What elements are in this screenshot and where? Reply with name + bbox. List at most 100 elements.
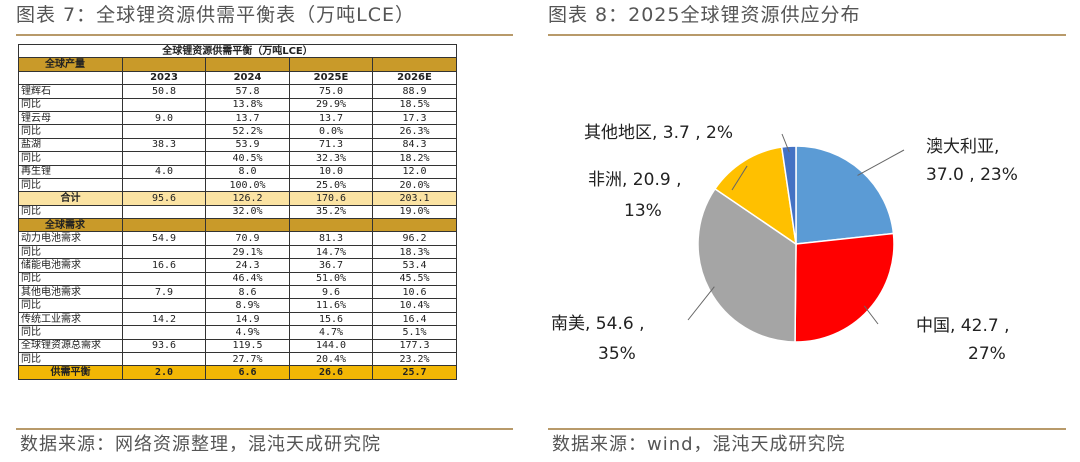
- value-cell: 75.0: [289, 84, 373, 99]
- row-label: 再生锂: [18, 164, 123, 179]
- yoy-label: 同比: [18, 271, 123, 287]
- yoy-cell: 51.0%: [289, 271, 373, 287]
- pie-label-3-2: 13%: [624, 201, 662, 221]
- year-header-2024: 2024: [205, 70, 290, 86]
- right-source-footer: 数据来源：wind，混沌天成研究院: [548, 428, 1066, 462]
- yoy-label: 同比: [18, 298, 123, 313]
- value-cell: 50.8: [122, 84, 206, 99]
- value-cell: 38.3: [122, 137, 206, 153]
- value-cell: 53.9: [205, 137, 290, 153]
- total-label: 合计: [18, 191, 123, 206]
- row-label: 传统工业需求: [18, 311, 123, 327]
- row-label: 储能电池需求: [18, 258, 123, 273]
- yoy-cell: 23.2%: [372, 351, 457, 367]
- value-cell: 93.6: [122, 338, 206, 353]
- value-cell: 57.8: [205, 84, 290, 99]
- yoy-cell: 8.9%: [205, 298, 290, 313]
- pie-leader-line-3: [731, 165, 748, 191]
- section-fill-cell: [289, 218, 373, 233]
- yoy-cell: 27.7%: [205, 351, 290, 367]
- pie-label-0-2: 37.0 , 23%: [926, 165, 1018, 185]
- table-title: 全球锂资源供需平衡（万吨LCE）: [18, 43, 457, 59]
- value-cell: 24.3: [205, 258, 290, 273]
- table-row-yoy: 同比 100.0% 25.0% 20.0%: [18, 177, 457, 193]
- table-row-yoy: 同比 13.8% 29.9% 18.5%: [18, 97, 457, 112]
- year-header-row: 2023 2024 2025E 2026E: [18, 70, 457, 86]
- balance-value-cell: 6.6: [205, 365, 290, 380]
- left-figure-title: 图表 7：全球锂资源供需平衡表（万吨LCE）: [16, 4, 415, 26]
- yoy-label: 同比: [18, 177, 123, 193]
- supply-pie-chart: 澳大利亚, 37.0 , 23% 中国, 42.7 , 27% 南美, 54.6 , 35…: [551, 123, 1018, 364]
- table-row: 储能电池需求 16.6 24.3 36.7 53.4: [18, 258, 457, 273]
- value-cell: 10.6: [372, 285, 457, 300]
- section-fill-cell: [205, 57, 290, 72]
- yoy-label: 同比: [18, 124, 123, 139]
- table-row: 锂辉石 50.8 57.8 75.0 88.9: [18, 84, 457, 99]
- supply-total-row: 合计 95.6 126.2 170.6 203.1: [18, 191, 457, 206]
- yoy-cell: 0.0%: [289, 124, 373, 139]
- value-cell: 12.0: [372, 164, 457, 179]
- table-row-yoy: 同比 52.2% 0.0% 26.3%: [18, 124, 457, 139]
- yoy-cell: 20.4%: [289, 351, 373, 367]
- year-header-2026E: 2026E: [372, 70, 457, 86]
- demand-section-label: 全球需求: [18, 218, 123, 233]
- yoy-cell: [122, 351, 206, 367]
- total-value-cell: 95.6: [122, 191, 206, 206]
- pie-slice-2: [697, 187, 797, 343]
- table-row: 盐湖 38.3 53.9 71.3 84.3: [18, 137, 457, 153]
- yoy-cell: 18.5%: [372, 97, 457, 112]
- table-row-yoy: 同比 29.1% 14.7% 18.3%: [18, 244, 457, 260]
- yoy-cell: [122, 204, 206, 220]
- yoy-cell: 13.8%: [205, 97, 290, 112]
- year-corner-cell: [18, 70, 123, 86]
- value-cell: 8.6: [205, 285, 290, 300]
- yoy-cell: 29.1%: [205, 244, 290, 260]
- table-row: 再生锂 4.0 8.0 10.0 12.0: [18, 164, 457, 179]
- section-fill-cell: [372, 57, 457, 72]
- value-cell: 14.9: [205, 311, 290, 327]
- supply-section-label: 全球产量: [18, 57, 123, 72]
- value-cell: 15.6: [289, 311, 373, 327]
- yoy-label: 同比: [18, 351, 123, 367]
- right-source-note: 数据来源：wind，混沌天成研究院: [552, 434, 846, 455]
- yoy-cell: [122, 177, 206, 193]
- yoy-cell: 26.3%: [372, 124, 457, 139]
- yoy-cell: 32.0%: [205, 204, 290, 220]
- pie-label-2-1: 南美, 54.6 ,: [551, 314, 644, 334]
- value-cell: 9.0: [122, 110, 206, 126]
- table-row-yoy: 同比 4.9% 4.7% 5.1%: [18, 325, 457, 340]
- table-title-row: 全球锂资源供需平衡（万吨LCE）: [18, 43, 457, 59]
- pie-label-1-2: 27%: [968, 344, 1006, 364]
- yoy-cell: 18.2%: [372, 151, 457, 166]
- value-cell: 36.7: [289, 258, 373, 273]
- value-cell: 70.9: [205, 231, 290, 246]
- yoy-cell: 14.7%: [289, 244, 373, 260]
- pie-label-4-1: 其他地区, 3.7 , 2%: [584, 123, 733, 143]
- yoy-label: 同比: [18, 204, 123, 220]
- section-fill-cell: [289, 57, 373, 72]
- yoy-cell: 18.3%: [372, 244, 457, 260]
- yoy-cell: [122, 244, 206, 260]
- section-fill-cell: [122, 57, 206, 72]
- supply-demand-table-panel: 全球锂资源供需平衡（万吨LCE） 全球产量 2023 2024 2025E 2026E 锂辉…: [18, 43, 457, 380]
- table-row: 其他电池需求 7.9 8.6 9.6 10.6: [18, 285, 457, 300]
- total-value-cell: 126.2: [205, 191, 290, 206]
- pie-slice-3: [713, 146, 797, 246]
- yoy-cell: 4.9%: [205, 325, 290, 340]
- yoy-label: 同比: [18, 244, 123, 260]
- value-cell: 13.7: [289, 110, 373, 126]
- table-row: 动力电池需求 54.9 70.9 81.3 96.2: [18, 231, 457, 246]
- yoy-cell: [122, 271, 206, 287]
- yoy-label: 同比: [18, 325, 123, 340]
- value-cell: 71.3: [289, 137, 373, 153]
- value-cell: 144.0: [289, 338, 373, 353]
- value-cell: 9.6: [289, 285, 373, 300]
- left-source-note: 数据来源：网络资源整理，混沌天成研究院: [20, 434, 381, 455]
- yoy-cell: 46.4%: [205, 271, 290, 287]
- table-row: 全球锂资源总需求 93.6 119.5 144.0 177.3: [18, 338, 457, 353]
- left-figure-header: 图表 7：全球锂资源供需平衡表（万吨LCE）: [16, 0, 513, 36]
- supply-section-row: 全球产量: [18, 57, 457, 72]
- value-cell: 119.5: [205, 338, 290, 353]
- value-cell: 4.0: [122, 164, 206, 179]
- pie-slice-1: [794, 232, 895, 343]
